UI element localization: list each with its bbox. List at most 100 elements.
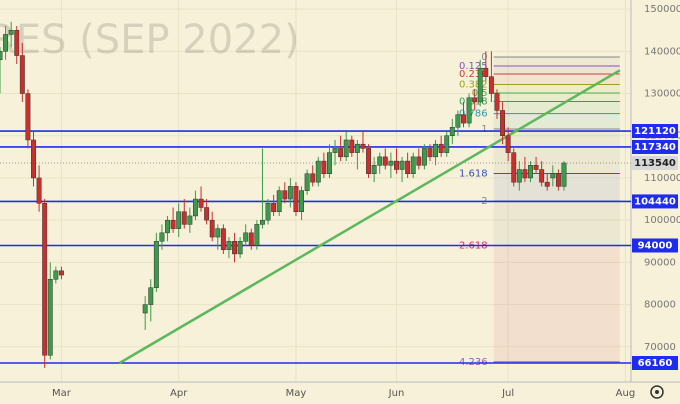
- y-tick-label: 90000: [644, 257, 676, 268]
- candle-body: [371, 165, 377, 174]
- trendline: [118, 69, 621, 365]
- candle-body: [287, 186, 293, 200]
- candle-body: [243, 232, 249, 242]
- level-tag: [632, 139, 678, 154]
- candle-body: [220, 228, 226, 250]
- candle-body: [427, 148, 433, 158]
- candle-body: [25, 93, 31, 141]
- level-label: 66160: [638, 358, 673, 369]
- gear[interactable]: [650, 385, 664, 399]
- candle-body: [192, 198, 198, 217]
- candle-body: [310, 173, 316, 183]
- candle-body: [461, 114, 466, 124]
- candle-body: [58, 270, 64, 276]
- candle-body: [181, 211, 187, 225]
- grid: [0, 0, 631, 382]
- fib-label: 0.125: [459, 61, 488, 72]
- candle-body: [349, 139, 355, 153]
- level-tag: [632, 124, 678, 139]
- y-tick-label: 140000: [644, 46, 680, 57]
- candle-body: [8, 29, 14, 35]
- fib-zone: [493, 245, 620, 362]
- candle-body: [433, 143, 439, 158]
- fib-zone: [493, 200, 620, 246]
- candle-body: [444, 135, 450, 153]
- candle-body: [360, 143, 366, 149]
- candle-body: [555, 173, 561, 187]
- y-tick-label: 150000: [644, 4, 680, 15]
- candle-body: [248, 232, 254, 246]
- level-label: 117340: [634, 142, 676, 153]
- y-tick-label: 110000: [644, 173, 680, 184]
- candle-body: [438, 143, 444, 153]
- candle-body: [237, 241, 243, 255]
- candle-body: [176, 211, 182, 229]
- candle-body: [550, 173, 556, 179]
- level-label: 104440: [634, 196, 676, 207]
- x-tick-label: Jun: [388, 388, 405, 399]
- candle-body: [42, 203, 48, 356]
- candle-body: [170, 219, 176, 229]
- candle-body: [522, 169, 528, 179]
- candle-body: [47, 279, 53, 356]
- fib-zone: [493, 84, 620, 94]
- candle-body: [466, 97, 472, 124]
- candle-body: [232, 241, 237, 255]
- watermark: RES (SEP 2022): [0, 17, 300, 63]
- fib-label: 0: [481, 52, 487, 63]
- level-label: 94000: [638, 240, 673, 251]
- candle-body: [533, 165, 539, 170]
- candle-body: [327, 152, 332, 174]
- candle-body: [148, 287, 154, 305]
- fib-zone: [493, 93, 620, 102]
- candle-body: [204, 207, 210, 221]
- candle-body: [0, 51, 3, 61]
- candle-body: [505, 135, 511, 153]
- candle-body: [215, 228, 221, 238]
- level-tag: [632, 238, 678, 253]
- candle-body: [366, 148, 371, 174]
- fib-zone: [493, 66, 620, 75]
- level-label: 121120: [634, 126, 676, 137]
- candle-body: [31, 139, 36, 179]
- candle-body: [382, 156, 388, 166]
- candle-body: [282, 190, 288, 200]
- candle-body: [254, 224, 260, 246]
- level-tag: [632, 356, 678, 371]
- candle-body: [36, 177, 42, 204]
- settings-icon[interactable]: [650, 385, 664, 399]
- candle-body: [388, 160, 394, 166]
- level-tag: [632, 194, 678, 209]
- last-price-label: 113540: [634, 158, 676, 169]
- candle-body: [153, 241, 159, 288]
- candle-body: [293, 186, 299, 212]
- candle-body: [472, 97, 478, 103]
- candle-body: [265, 203, 271, 221]
- y-tick-label: 80000: [644, 300, 676, 311]
- candle-body: [483, 67, 489, 77]
- candle-body: [304, 173, 310, 191]
- candle-body: [488, 76, 494, 94]
- candle-body: [226, 241, 232, 250]
- candle-body: [53, 270, 59, 280]
- x-tick-label: Jul: [501, 388, 514, 399]
- fib-label: 0.236: [459, 69, 488, 80]
- candle-body: [165, 219, 170, 234]
- candle-body: [394, 160, 399, 170]
- candle-body: [377, 156, 383, 166]
- candle-body: [142, 304, 148, 314]
- candle-body: [500, 110, 506, 136]
- candle-body: [410, 156, 416, 174]
- fib-zone: [493, 57, 620, 67]
- candle-body: [528, 165, 533, 179]
- candle-body: [3, 34, 9, 52]
- candle-body: [315, 160, 321, 183]
- candle-body: [332, 148, 338, 153]
- candle-body: [511, 152, 517, 183]
- candle-body: [321, 160, 327, 174]
- gear-center[interactable]: [655, 390, 659, 394]
- candle-body: [19, 55, 25, 94]
- candle-body: [455, 114, 461, 128]
- candle-body: [516, 169, 522, 183]
